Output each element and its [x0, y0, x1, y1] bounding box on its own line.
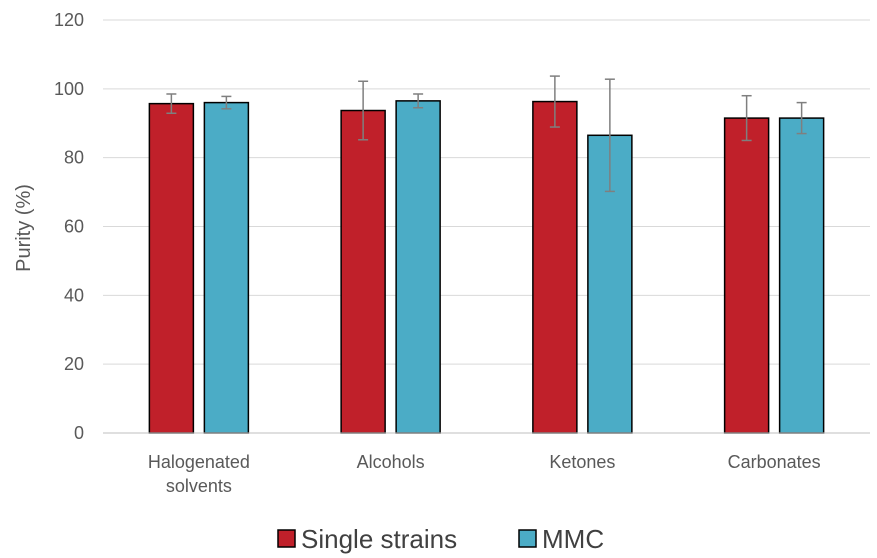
y-tick-label: 80 — [64, 148, 84, 168]
bar — [532, 100, 578, 434]
bar — [778, 117, 825, 434]
legend-label: Single strains — [301, 524, 457, 554]
x-tick-label: Halogenated — [148, 452, 250, 472]
y-tick-label: 40 — [64, 285, 84, 305]
x-tick-label: Carbonates — [728, 452, 821, 472]
bar — [148, 102, 195, 434]
legend: Single strains MMC — [277, 524, 604, 554]
x-tick-label: Ketones — [549, 452, 615, 472]
bar — [203, 101, 250, 434]
y-tick-label: 100 — [54, 79, 84, 99]
bar — [395, 100, 441, 434]
bar — [723, 117, 770, 434]
legend-swatch — [518, 529, 537, 548]
error-bars — [166, 75, 807, 193]
bars — [148, 100, 825, 434]
legend-label: MMC — [542, 524, 604, 554]
bar — [340, 109, 386, 434]
legend-swatch — [277, 529, 296, 548]
y-axis-tick-labels: 0 20 40 60 80 100 120 — [54, 10, 84, 443]
y-axis-label: Purity (%) — [13, 184, 35, 272]
y-tick-label: 0 — [74, 423, 84, 443]
y-tick-label: 120 — [54, 10, 84, 30]
y-tick-label: 60 — [64, 217, 84, 237]
y-tick-label: 20 — [64, 354, 84, 374]
x-axis-tick-labels: Halogenated solvents Alcohols Ketones Carbon… — [148, 452, 821, 496]
x-tick-label: Alcohols — [357, 452, 425, 472]
x-tick-label: solvents — [166, 476, 232, 496]
